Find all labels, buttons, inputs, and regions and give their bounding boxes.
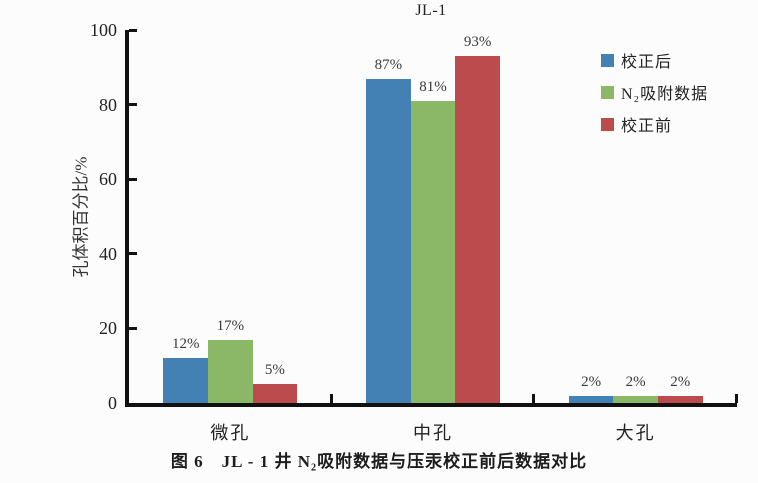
legend-swatch-校正后 bbox=[601, 53, 614, 67]
legend-item-校正前: 校正前 bbox=[601, 112, 708, 136]
bar-校正前-微孔 bbox=[252, 384, 298, 403]
category-label-中孔: 中孔 bbox=[413, 423, 453, 443]
bar-校正前-大孔 bbox=[657, 395, 703, 403]
y-tick-20 bbox=[129, 326, 137, 330]
y-tick-label-20: 20 bbox=[99, 318, 117, 339]
x-tick-2 bbox=[532, 394, 536, 403]
legend-label-校正后: 校正后 bbox=[621, 54, 673, 71]
bar-校正后-中孔 bbox=[366, 78, 411, 403]
category-label-大孔: 大孔 bbox=[615, 423, 656, 443]
figure-caption: 图 6 JL - 1 井 N₂吸附数据与压汞校正前后数据对比 bbox=[170, 452, 588, 471]
plot-area: 孔体积百分比/% 0 20 40 60 80 100 12% 17% 5% 87% 81% 93% 2… bbox=[72, 21, 738, 443]
bar-校正后-大孔 bbox=[568, 395, 614, 403]
bar-value-校正前-中孔: 93% bbox=[463, 34, 492, 51]
y-tick-100 bbox=[129, 28, 137, 32]
y-tick-label-0: 0 bbox=[108, 393, 117, 413]
bar-N₂吸附数据-微孔 bbox=[208, 339, 253, 403]
legend-swatch-校正前 bbox=[601, 117, 614, 131]
y-tick-label-60: 60 bbox=[99, 169, 117, 190]
y-axis-label: 孔体积百分比/% bbox=[71, 156, 91, 277]
y-tick-60 bbox=[129, 177, 137, 181]
x-tick-1 bbox=[329, 394, 333, 403]
bar-value-校正后-中孔: 87% bbox=[374, 56, 403, 73]
x-tick-3 bbox=[735, 394, 738, 403]
legend-label-校正前: 校正前 bbox=[621, 118, 673, 135]
bar-value-N₂吸附数据-微孔: 17% bbox=[216, 317, 245, 334]
bar-N₂吸附数据-中孔 bbox=[410, 100, 456, 403]
y-tick-label-80: 80 bbox=[99, 94, 117, 115]
bar-value-校正后-微孔: 12% bbox=[171, 336, 200, 353]
chart-title: JL-1 bbox=[415, 2, 447, 19]
bar-校正前-中孔 bbox=[455, 56, 500, 403]
bar-N₂吸附数据-大孔 bbox=[613, 395, 658, 403]
bar-value-校正后-大孔: 2% bbox=[581, 373, 602, 390]
legend-swatch-N₂吸附数据 bbox=[601, 85, 614, 99]
bar-value-校正前-微孔: 5% bbox=[264, 362, 285, 379]
legend-item-N₂吸附数据: N₂吸附数据 bbox=[601, 80, 708, 104]
y-tick-40 bbox=[129, 252, 137, 256]
category-label-微孔: 微孔 bbox=[210, 423, 251, 443]
bar-value-N₂吸附数据-中孔: 81% bbox=[419, 78, 447, 95]
y-tick-label-100: 100 bbox=[90, 20, 117, 40]
legend-item-校正后: 校正后 bbox=[601, 48, 708, 72]
y-tick-label-40: 40 bbox=[99, 243, 117, 264]
bar-value-校正前-大孔: 2% bbox=[670, 373, 691, 390]
y-tick-80 bbox=[129, 103, 137, 107]
legend: 校正后 N₂吸附数据 校正前 bbox=[601, 48, 708, 144]
bar-校正后-微孔 bbox=[163, 358, 209, 403]
bar-value-N₂吸附数据-大孔: 2% bbox=[625, 373, 646, 390]
legend-label-N₂吸附数据: N₂吸附数据 bbox=[621, 86, 709, 103]
